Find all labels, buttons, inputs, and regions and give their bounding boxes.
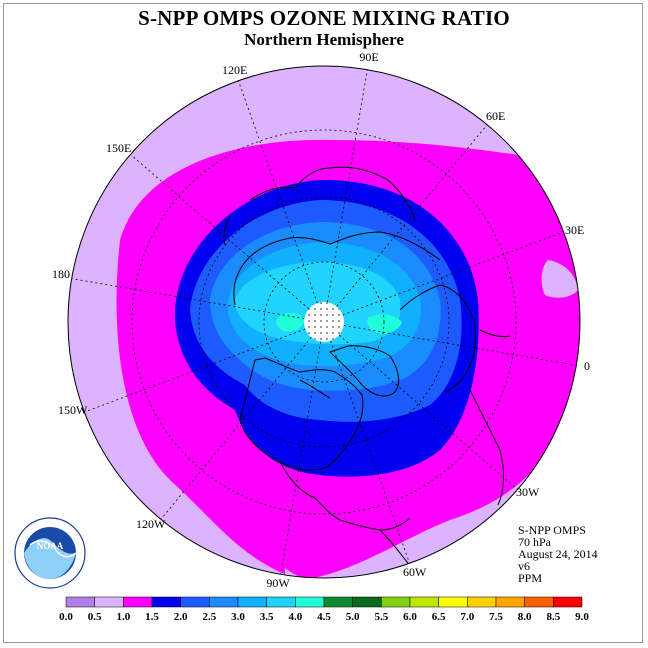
map-subtitle: Northern Hemisphere [244,30,404,49]
lon-label-120w: 120W [136,517,166,531]
lon-label-120e: 120E [222,63,247,77]
colorbar-tick-label: 8.0 [518,611,532,623]
longitude-labels: 90E 60E 30E 0 30W 60W 90W 120W 150W 180 … [52,50,590,590]
colorbar-box [438,596,468,608]
colorbar-tick-label: 6.5 [432,611,446,623]
colorbar-tick-label: 4.5 [317,611,331,623]
colorbar-box [495,596,525,608]
info-instrument: S-NPP OMPS [518,523,586,537]
colorbar: 0.0 0.5 1.0 1.5 2.0 2.5 3.0 3.5 4.0 4.5 5.0 5.5 6.0 6… [59,596,589,623]
colorbar-box [94,596,124,608]
lon-label-60w: 60W [403,565,427,579]
lon-label-30e: 30E [565,223,584,237]
colorbar-box [237,596,267,608]
colorbar-box [266,596,296,608]
colorbar-box [209,596,239,608]
colorbar-tick-label: 3.5 [260,611,274,623]
polar-gap-stipple [304,302,344,342]
colorbar-tick-label: 0.0 [59,611,73,623]
hemisphere-rim [67,65,581,579]
colorbar-box [524,596,554,608]
colorbar-tick-label: 7.5 [489,611,503,623]
colorbar-box [65,596,95,608]
plot-frame [3,3,643,643]
lon-label-30w: 30W [516,485,540,499]
lon-label-90w: 90W [266,576,290,590]
colorbar-tick-label: 7.0 [460,611,474,623]
info-level: 70 hPa [518,535,551,549]
colorbar-box [123,596,153,608]
colorbar-tick-label: 2.0 [174,611,188,623]
info-units: PPM [518,571,543,585]
coastlines [223,166,511,573]
info-date: August 24, 2014 [518,547,598,561]
colorbar-tick-label: 6.0 [403,611,417,623]
colorbar-tick-label: 5.0 [346,611,360,623]
colorbar-box [151,596,181,608]
colorbar-tick-label: 3.0 [231,611,245,623]
colorbar-tick-label: 8.5 [546,611,560,623]
colorbar-box [180,596,210,608]
colorbar-box [323,596,353,608]
lon-label-150w: 150W [58,403,88,417]
map-title: S-NPP OMPS OZONE MIXING RATIO [138,6,510,30]
colorbar-tick-label: 2.5 [202,611,216,623]
colorbar-tick-label: 1.5 [145,611,159,623]
colorbar-box [409,596,439,608]
colorbar-box [553,596,583,608]
colorbar-tick-label: 0.5 [88,611,102,623]
lon-label-0: 0 [584,359,590,373]
product-info: S-NPP OMPS 70 hPa August 24, 2014 v6 PPM [518,524,598,584]
colorbar-tick-label: 1.0 [116,611,130,623]
lon-label-150e: 150E [106,141,131,155]
colorbar-box [381,596,411,608]
info-version: v6 [518,559,530,573]
colorbar-tick-label: 5.5 [374,611,388,623]
lon-label-60e: 60E [486,109,505,123]
colorbar-tick-label: 4.0 [288,611,302,623]
lon-label-180: 180 [52,267,70,281]
colorbar-box [295,596,325,608]
colorbar-box [352,596,382,608]
graticule [68,66,580,578]
noaa-logo-text: NOAA [37,541,64,551]
ozone-field [68,66,580,578]
lon-label-90e: 90E [359,50,378,64]
colorbar-tick-label: 9.0 [575,611,589,623]
colorbar-box [467,596,497,608]
noaa-logo: NOAA [14,517,86,589]
